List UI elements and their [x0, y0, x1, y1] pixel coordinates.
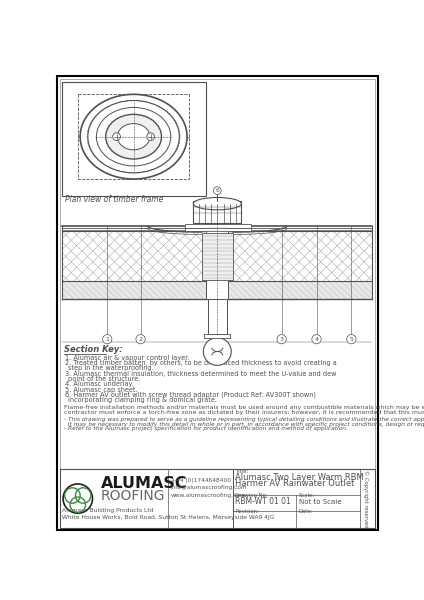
Bar	[62, 232, 372, 281]
Text: contractor must enforce a torch-free zone as dictated by their insurers; however: contractor must enforce a torch-free zon…	[64, 410, 424, 415]
Text: 1: 1	[105, 337, 109, 341]
Circle shape	[136, 335, 145, 344]
Text: point of the structure.: point of the structure.	[69, 376, 141, 382]
Circle shape	[277, 335, 286, 344]
Text: - Refer to the Alumasc project specification for product identification and meth: - Refer to the Alumasc project specifica…	[64, 427, 348, 431]
Text: - This drawing was prepared to serve as a guideline representing typical detaili: - This drawing was prepared to serve as …	[64, 417, 424, 422]
Circle shape	[347, 335, 356, 344]
Text: Section Key:: Section Key:	[64, 344, 123, 353]
Bar	[202, 233, 233, 280]
Bar	[60, 469, 375, 528]
Text: Alumasc Building Products Ltd: Alumasc Building Products Ltd	[61, 508, 153, 514]
Text: www.alumascroofing.com: www.alumascroofing.com	[171, 493, 246, 498]
Text: Revision:: Revision:	[235, 509, 259, 514]
Text: RBM-WT 01 01: RBM-WT 01 01	[235, 497, 291, 506]
Bar	[62, 82, 206, 196]
Text: Not to Scale: Not to Scale	[298, 499, 341, 505]
Text: info@alumascroofing.com: info@alumascroofing.com	[171, 485, 248, 490]
Ellipse shape	[193, 197, 241, 210]
Circle shape	[113, 133, 120, 140]
Ellipse shape	[80, 94, 187, 179]
Text: It may be necessary to modify this detail in whole or in part, in accordance wit: It may be necessary to modify this detai…	[64, 422, 424, 427]
Text: 2: 2	[139, 337, 142, 341]
Text: incorporating clamping ring & domical grate.: incorporating clamping ring & domical gr…	[69, 397, 218, 403]
Text: 6: 6	[215, 188, 219, 193]
Text: 1. Alumasc air & vapour control layer.: 1. Alumasc air & vapour control layer.	[64, 355, 189, 361]
Bar	[208, 299, 226, 334]
Text: 4. Alumasc underlay.: 4. Alumasc underlay.	[64, 381, 133, 387]
Text: 6. Harmer AV outlet with screw thread adaptor (Product Ref: AV300T shown): 6. Harmer AV outlet with screw thread ad…	[64, 392, 315, 398]
Circle shape	[147, 133, 154, 140]
Ellipse shape	[106, 115, 162, 159]
Bar	[185, 227, 251, 230]
Text: Harmer AV Rainwater Outlet: Harmer AV Rainwater Outlet	[235, 479, 354, 488]
Text: 5: 5	[349, 337, 353, 341]
Text: White House Works, Bold Road, Sutton St Helens, Merseyside WA9 4JG: White House Works, Bold Road, Sutton St …	[61, 515, 274, 520]
Circle shape	[63, 484, 92, 513]
Bar	[78, 94, 190, 179]
Text: 2. Treated timber batten, by others, to be of reduced thickness to avoid creatin: 2. Treated timber batten, by others, to …	[64, 361, 336, 367]
Ellipse shape	[88, 100, 179, 173]
Text: © Copyright reserved: © Copyright reserved	[363, 470, 368, 527]
Text: Alumasc Two Layer Warm RBM: Alumasc Two Layer Warm RBM	[235, 473, 364, 482]
Ellipse shape	[117, 124, 150, 150]
Text: Title:: Title:	[235, 469, 248, 474]
Ellipse shape	[96, 107, 171, 166]
Bar	[193, 200, 241, 223]
Text: +44 (0)1744648400: +44 (0)1744648400	[171, 478, 231, 482]
Bar	[206, 223, 228, 299]
Text: 5. Alumasc cap sheet.: 5. Alumasc cap sheet.	[64, 386, 137, 392]
Bar	[62, 281, 372, 299]
Text: Plan view of timber frame: Plan view of timber frame	[65, 195, 164, 204]
Text: ALUMASC: ALUMASC	[101, 476, 188, 491]
Circle shape	[204, 338, 231, 365]
Text: Date:: Date:	[298, 509, 313, 514]
Text: Flame-free installation methods and/or materials must be used around any combust: Flame-free installation methods and/or m…	[64, 405, 424, 410]
Bar	[185, 224, 251, 229]
Text: Scale:: Scale:	[298, 493, 315, 499]
Text: 3. Alumasc thermal insulation, thickness determined to meet the U-value and dew: 3. Alumasc thermal insulation, thickness…	[64, 371, 336, 377]
Circle shape	[213, 187, 221, 194]
Text: step in the waterproofing.: step in the waterproofing.	[69, 365, 154, 371]
Circle shape	[312, 335, 321, 344]
Bar	[204, 334, 231, 338]
Text: 4: 4	[315, 337, 318, 341]
Text: ROOFING: ROOFING	[101, 489, 165, 503]
Text: Drawing No:: Drawing No:	[235, 493, 268, 499]
Text: 3: 3	[279, 337, 284, 341]
Circle shape	[103, 335, 112, 344]
